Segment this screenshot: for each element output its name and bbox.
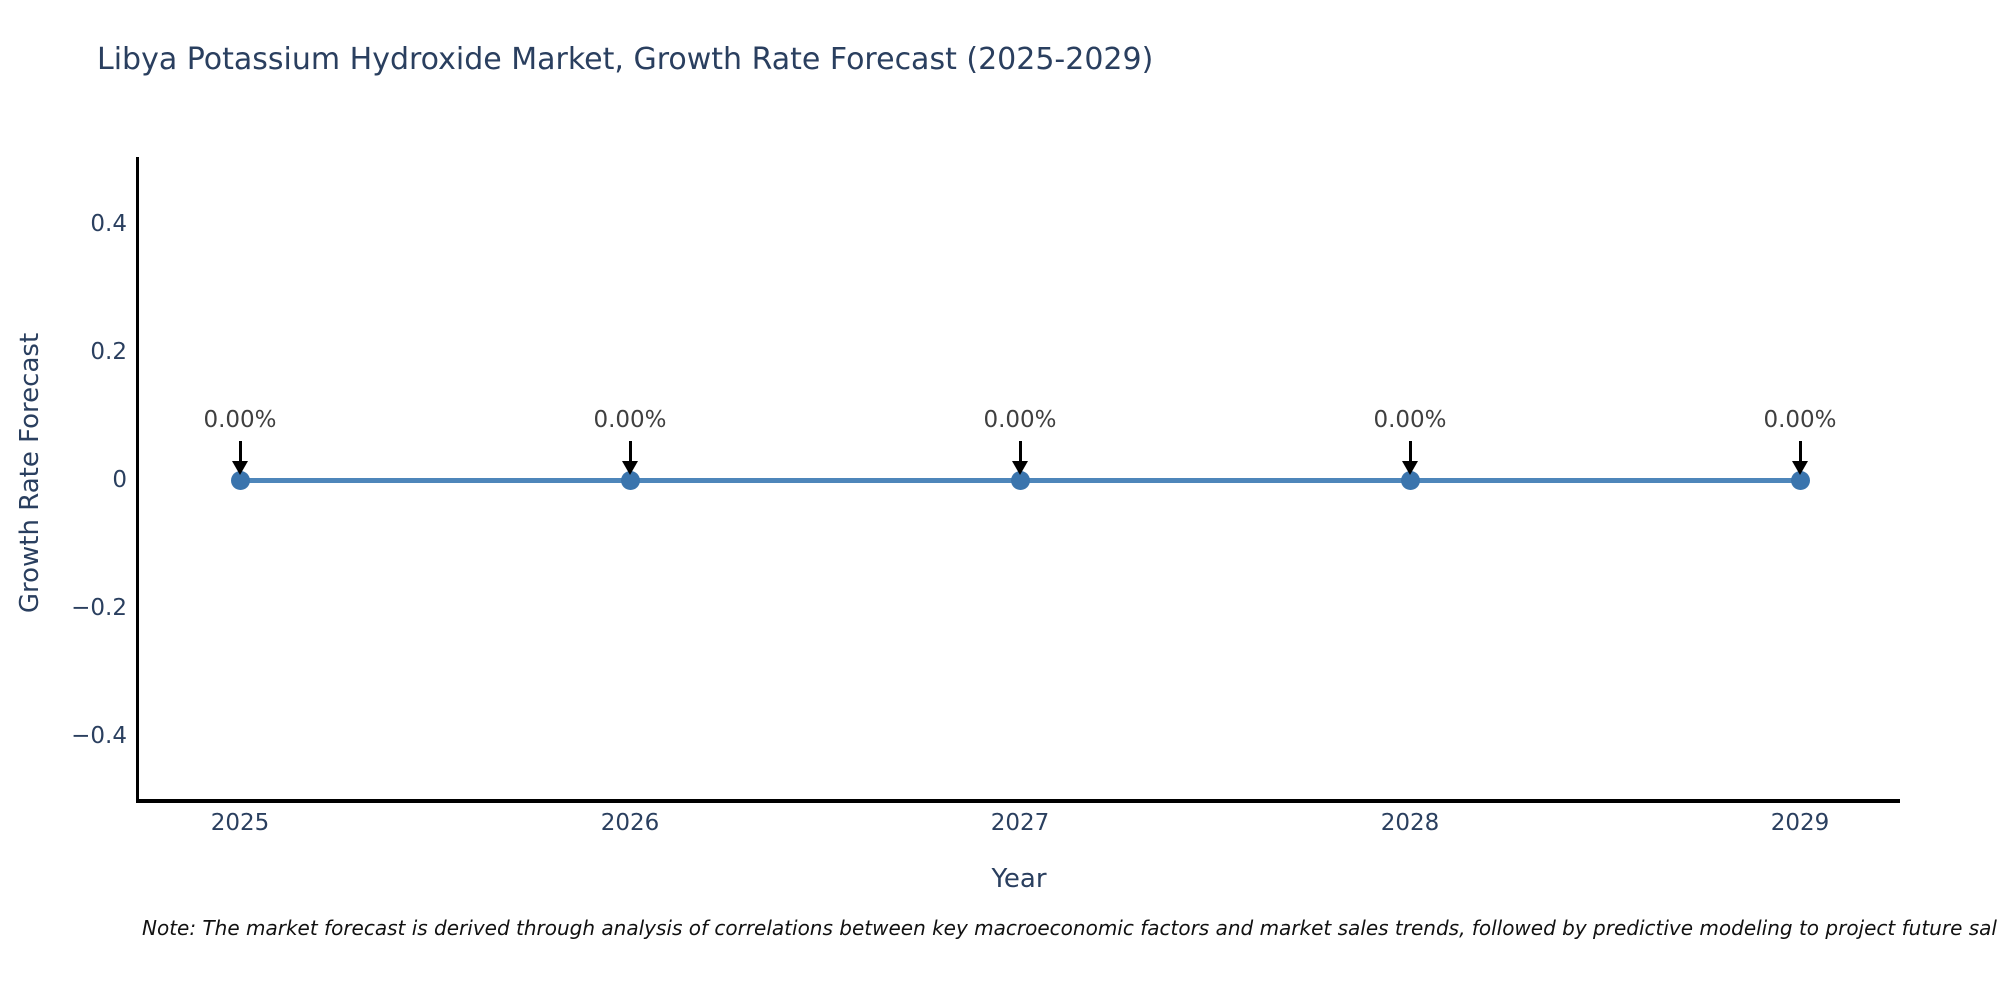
- annotation-arrow-shaft: [1018, 441, 1022, 462]
- y-tick-label: 0: [112, 467, 127, 493]
- annotation-arrow-shaft: [1798, 441, 1802, 462]
- x-tick-label: 2026: [600, 810, 660, 836]
- x-axis-title: Year: [991, 864, 1047, 894]
- annotation-arrow-head: [1792, 461, 1808, 475]
- annotation-arrow-shaft: [238, 441, 242, 462]
- x-axis-spine: [136, 799, 1900, 803]
- annotation-arrow-head: [232, 461, 248, 475]
- chart-title: Libya Potassium Hydroxide Market, Growth…: [97, 42, 1154, 77]
- data-point-marker: [1790, 470, 1810, 490]
- point-annotation-label: 0.00%: [983, 407, 1057, 433]
- data-point-marker: [230, 470, 250, 490]
- x-tick-label: 2025: [210, 810, 270, 836]
- annotation-arrow-head: [1402, 461, 1418, 475]
- y-axis-spine: [136, 157, 139, 803]
- y-tick-label: 0.4: [90, 210, 127, 237]
- x-tick-label: 2029: [1770, 810, 1830, 836]
- annotation-arrow-head: [622, 461, 638, 475]
- data-point-marker: [620, 470, 640, 490]
- point-annotation-label: 0.00%: [203, 407, 277, 433]
- x-tick-label: 2027: [990, 810, 1050, 836]
- point-annotation-label: 0.00%: [593, 407, 667, 433]
- annotation-arrow-shaft: [628, 441, 632, 462]
- annotation-arrow-head: [1012, 461, 1028, 475]
- point-annotation-label: 0.00%: [1763, 407, 1837, 433]
- footnote: Note: The market forecast is derived thr…: [142, 916, 1997, 940]
- x-tick-label: 2028: [1380, 810, 1440, 836]
- y-tick-label: 0.2: [90, 338, 127, 365]
- y-tick-label: −0.2: [71, 595, 127, 622]
- data-point-marker: [1010, 470, 1030, 490]
- y-tick-label: −0.4: [71, 723, 127, 750]
- annotation-arrow-shaft: [1408, 441, 1412, 462]
- point-annotation-label: 0.00%: [1373, 407, 1447, 433]
- data-point-marker: [1400, 470, 1420, 490]
